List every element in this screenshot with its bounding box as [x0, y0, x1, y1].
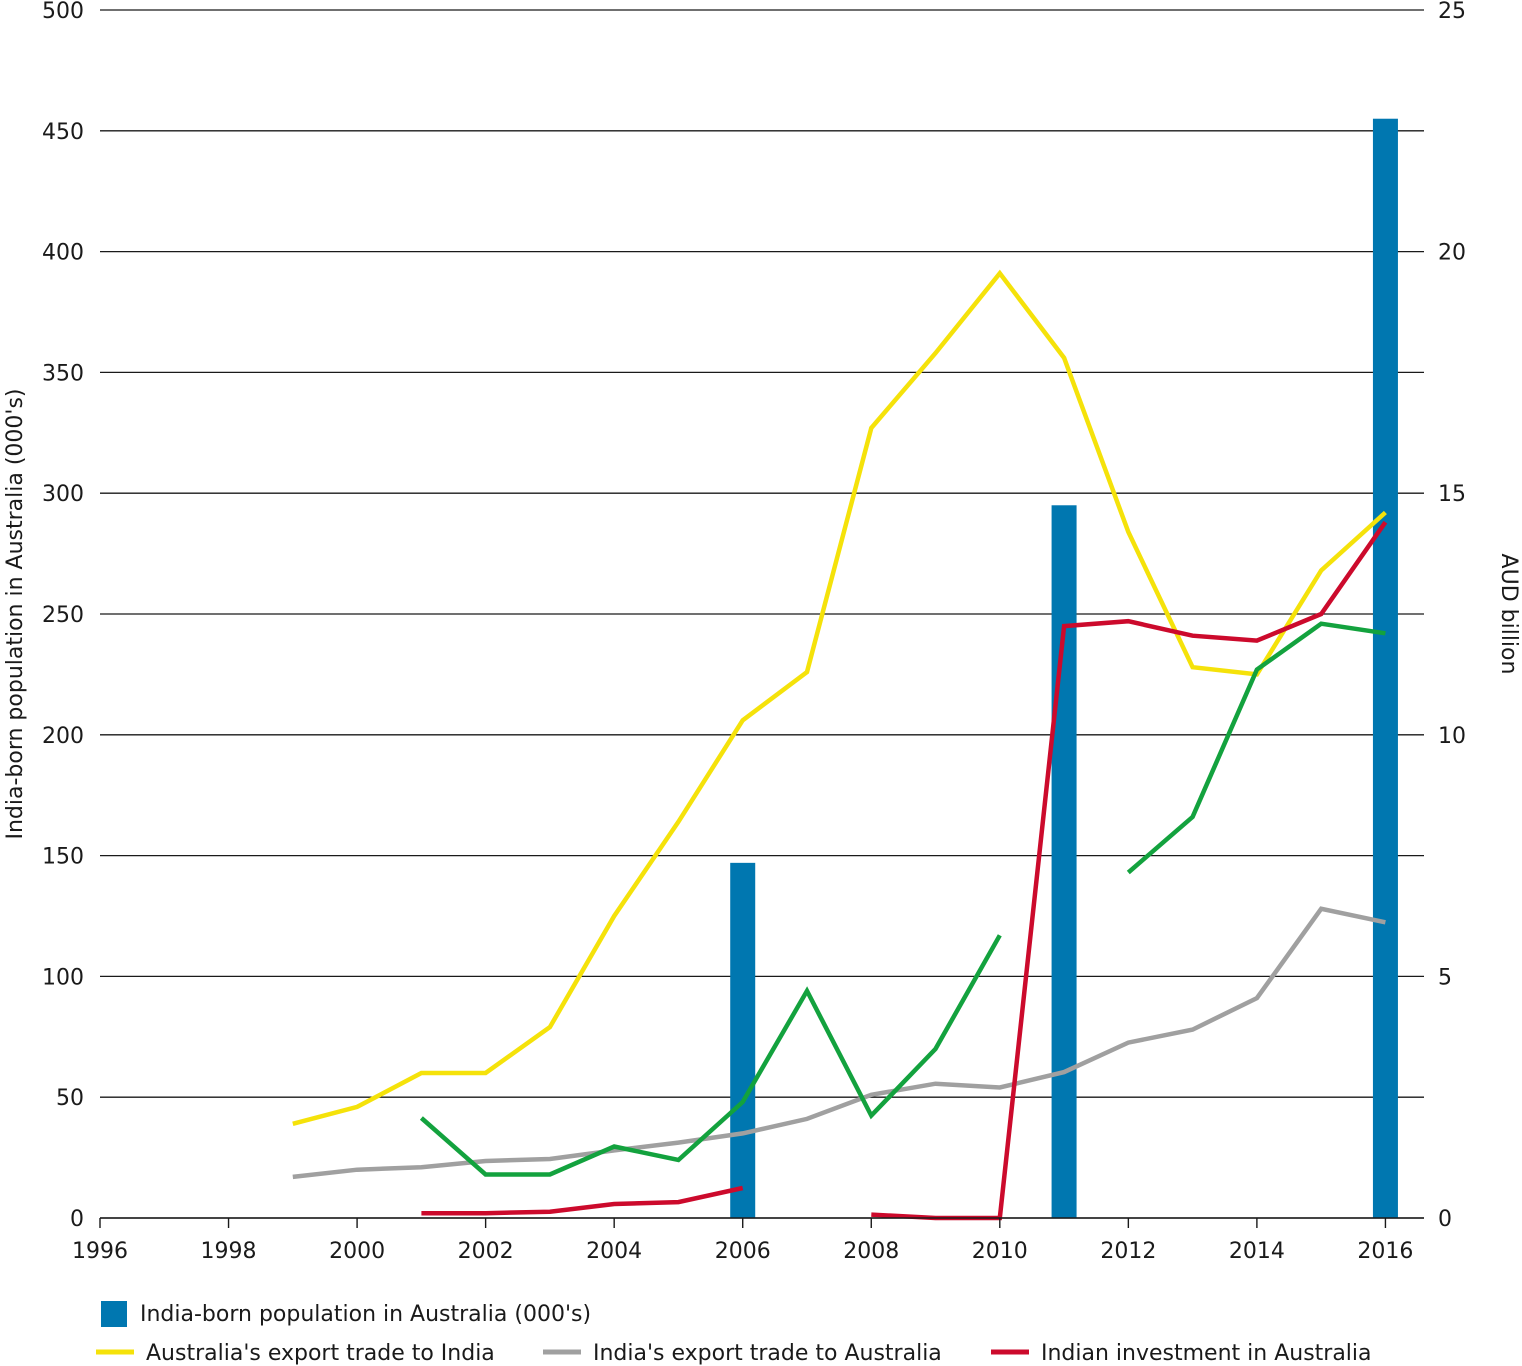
line-green-series-unlabeled-segment-2	[1126, 621, 1386, 875]
x-tick-label-1996: 1996	[72, 1239, 128, 1264]
y-left-tick-label-450: 450	[42, 120, 84, 145]
x-tick-label-2010: 2010	[972, 1239, 1028, 1264]
y-right-tick-label-20: 20	[1438, 241, 1466, 266]
x-tick-label-2008: 2008	[843, 1239, 899, 1264]
bar-2016	[1372, 118, 1398, 1219]
y-right-tick-label-5: 5	[1438, 965, 1452, 990]
y-left-tick-label-250: 250	[42, 603, 84, 628]
line-australia-s-export-trade-to-india-segment-1	[292, 269, 1387, 1126]
y-left-axis-title: India-born population in Australia (000'…	[3, 388, 28, 839]
x-tick-label-2012: 2012	[1100, 1239, 1156, 1264]
y-left-tick-label-500: 500	[42, 0, 84, 24]
x-tick-label-2000: 2000	[329, 1239, 385, 1264]
y-right-tick-label-0: 0	[1438, 1207, 1452, 1232]
axes: 1996 1998 2000 2002 2004 2006 2008 2010 2012 2014…	[3, 0, 1521, 1264]
legend-label-indian-investment-in-australia: Indian investment in Australia	[1041, 1341, 1372, 1366]
x-tick-label-2014: 2014	[1229, 1239, 1285, 1264]
bar-2011	[1051, 505, 1077, 1218]
y-left-tick-label-350: 350	[42, 361, 84, 386]
x-tick-label-2016: 2016	[1357, 1239, 1413, 1264]
line-series	[292, 269, 1388, 1221]
y-right-tick-label-15: 15	[1438, 482, 1466, 507]
line-indian-investment-in-australia-segment-1	[421, 1185, 744, 1216]
y-right-tick-label-10: 10	[1438, 724, 1466, 749]
bar-series	[730, 118, 1398, 1219]
y-left-tick-label-100: 100	[42, 965, 84, 990]
bar-2006	[730, 862, 756, 1218]
line-india-s-export-trade-to-australia-segment-1	[292, 906, 1386, 1180]
x-tick-label-2002: 2002	[458, 1239, 514, 1264]
x-tick-label-2004: 2004	[586, 1239, 642, 1264]
legend-entry-indian-investment-in-australia: Indian investment in Australia	[991, 1341, 1372, 1366]
series-green-series-unlabeled	[419, 621, 1386, 1177]
y-left-tick-label-400: 400	[42, 241, 84, 266]
y-left-tick-label-300: 300	[42, 482, 84, 507]
y-left-tick-label-150: 150	[42, 845, 84, 870]
legend-entry-india-s-export-trade-to-australia: India's export trade to Australia	[543, 1341, 942, 1366]
y-left-tick-label-50: 50	[56, 1086, 84, 1111]
legend: India-born population in Australia (000'…	[96, 1301, 1372, 1366]
gridlines	[100, 9, 1424, 1219]
legend-swatch-bar	[101, 1301, 127, 1327]
series-australia-s-export-trade-to-india	[292, 269, 1387, 1126]
legend-entry-australia-s-export-trade-to-india: Australia's export trade to India	[96, 1341, 495, 1366]
legend-label-india-born-population-in-australia-000-s: India-born population in Australia (000'…	[140, 1302, 591, 1327]
legend-label-australia-s-export-trade-to-india: Australia's export trade to India	[146, 1341, 495, 1366]
legend-label-india-s-export-trade-to-australia: India's export trade to Australia	[593, 1341, 942, 1366]
x-tick-label-2006: 2006	[715, 1239, 771, 1264]
y-left-tick-label-200: 200	[42, 724, 84, 749]
y-right-axis-title: AUD billion	[1496, 554, 1521, 675]
series-indian-investment-in-australia	[421, 520, 1388, 1221]
y-left-tick-label-0: 0	[70, 1207, 84, 1232]
line-green-series-unlabeled-segment-1	[419, 934, 1002, 1177]
y-right-tick-label-25: 25	[1438, 0, 1466, 24]
x-tick-label-1998: 1998	[201, 1239, 257, 1264]
legend-entry-india-born-population-in-australia-000-s: India-born population in Australia (000'…	[101, 1301, 591, 1327]
series-india-s-export-trade-to-australia	[292, 906, 1386, 1180]
